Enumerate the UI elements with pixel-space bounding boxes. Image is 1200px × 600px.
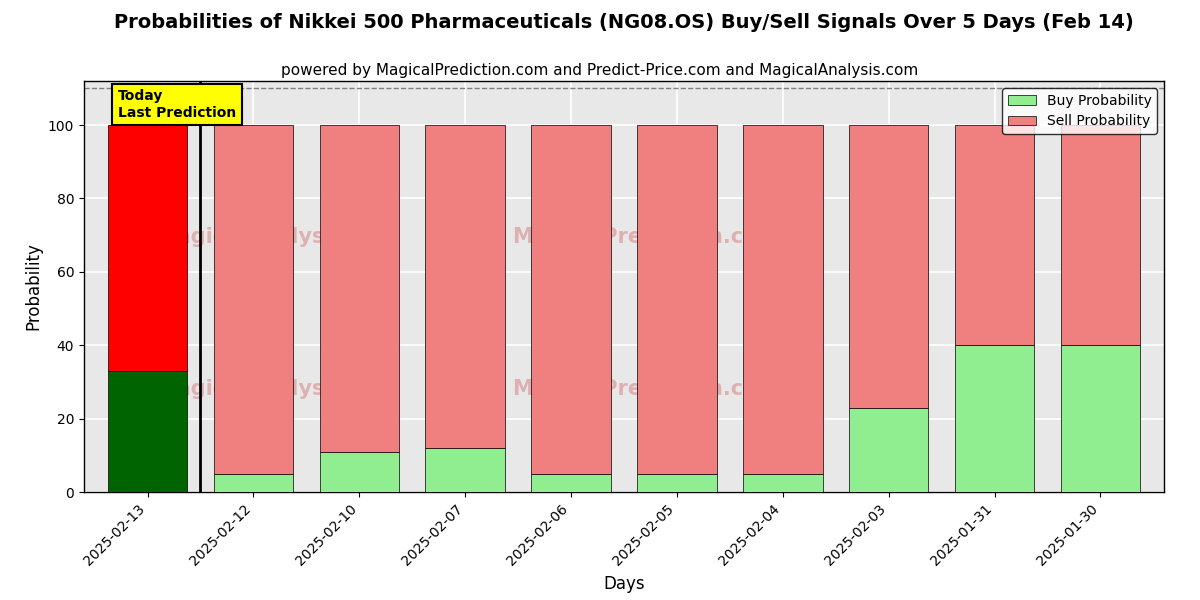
Bar (214, 473, 293, 492)
Text: MagicalAnalysis.com: MagicalAnalysis.com (156, 379, 401, 399)
X-axis label: Days: Days (604, 575, 644, 593)
Bar (637, 125, 716, 473)
Text: MagicalPrediction.com: MagicalPrediction.com (512, 227, 779, 247)
Bar (1061, 125, 1140, 345)
Title: Probabilities of Nikkei 500 Pharmaceuticals (NG08.OS) Buy/Sell Signals Over 5 Da: Probabilities of Nikkei 500 Pharmaceutic… (114, 13, 1134, 32)
Bar (743, 473, 822, 492)
Bar (532, 473, 611, 492)
Bar (637, 473, 716, 492)
Y-axis label: Probability: Probability (24, 242, 42, 331)
Text: MagicalAnalysis.com: MagicalAnalysis.com (156, 227, 401, 247)
Bar (214, 125, 293, 473)
Bar (108, 371, 187, 492)
Bar (1061, 345, 1140, 492)
Bar (850, 407, 929, 492)
Bar (955, 345, 1034, 492)
Bar (955, 125, 1034, 345)
Bar (426, 448, 505, 492)
Legend: Buy Probability, Sell Probability: Buy Probability, Sell Probability (1002, 88, 1157, 134)
Bar (743, 125, 822, 473)
Bar (108, 125, 187, 371)
Bar (426, 125, 505, 448)
Text: MagicalPrediction.com: MagicalPrediction.com (512, 379, 779, 399)
Bar (532, 125, 611, 473)
Text: powered by MagicalPrediction.com and Predict-Price.com and MagicalAnalysis.com: powered by MagicalPrediction.com and Pre… (281, 63, 919, 78)
Bar (850, 125, 929, 407)
Text: Today
Last Prediction: Today Last Prediction (118, 89, 236, 119)
Bar (319, 125, 400, 452)
Bar (319, 452, 400, 492)
